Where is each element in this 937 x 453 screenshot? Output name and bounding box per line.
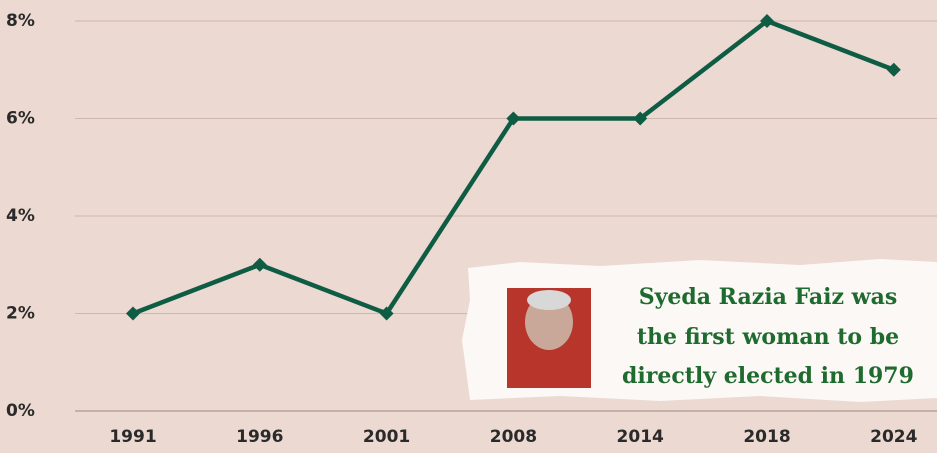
annotation-line: directly elected in 1979 — [622, 363, 914, 389]
marker — [633, 111, 648, 126]
x-tick-label: 2018 — [743, 427, 790, 447]
marker — [379, 306, 394, 321]
annotation-line: the first woman to be — [637, 324, 899, 350]
portrait-hair — [527, 290, 571, 310]
marker — [760, 14, 774, 28]
y-tick-label: 8% — [6, 11, 35, 31]
marker — [886, 62, 901, 77]
grid: 0% 2% 4% 6% 8% 1991 1996 2001 2008 2014 2018 2024 — [6, 11, 937, 447]
marker — [126, 306, 140, 321]
x-tick-label: 2001 — [363, 427, 410, 447]
plot — [126, 14, 901, 321]
x-tick-label: 1996 — [236, 427, 283, 447]
y-tick-label: 0% — [6, 401, 35, 421]
annotation-box: Syeda Razia Faiz was the first woman to … — [462, 259, 937, 402]
x-tick-label: 1991 — [109, 427, 156, 447]
annotation-line: Syeda Razia Faiz was — [639, 284, 898, 310]
x-tick-label: 2014 — [617, 427, 664, 447]
y-tick-label: 4% — [6, 206, 35, 226]
y-tick-label: 2% — [6, 304, 35, 324]
x-tick-label: 2024 — [870, 427, 917, 447]
marker — [252, 257, 267, 272]
marker — [506, 111, 521, 126]
y-tick-label: 6% — [6, 109, 35, 129]
x-tick-label: 2008 — [490, 427, 537, 447]
